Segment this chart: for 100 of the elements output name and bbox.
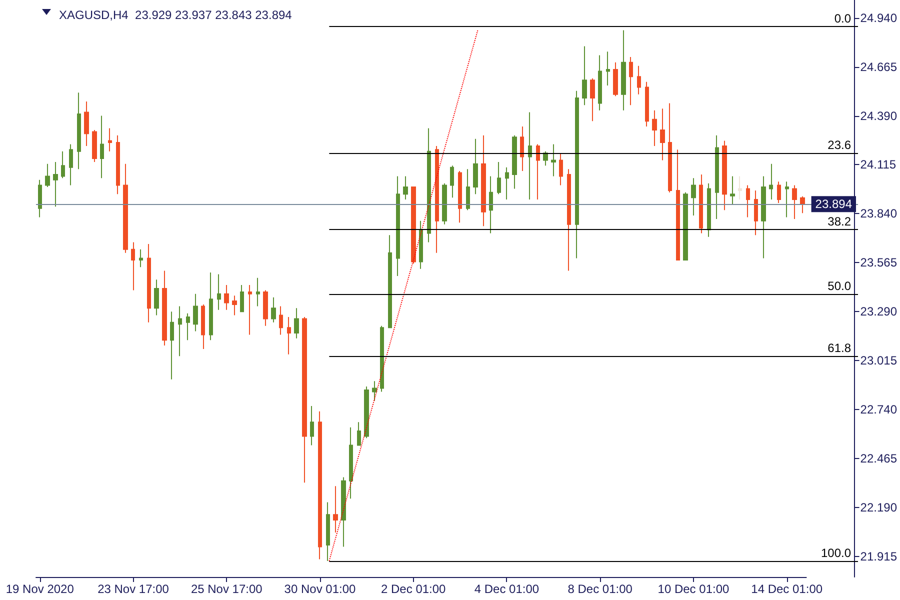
candlestick [419, 220, 423, 270]
candlestick [450, 165, 454, 198]
candlestick [139, 248, 143, 268]
candlestick [536, 144, 540, 200]
candlestick [707, 182, 711, 238]
y-tick-label: 21.915 [860, 550, 898, 564]
candlestick [629, 56, 633, 106]
x-tick-label: 23 Nov 17:00 [98, 582, 170, 596]
candlestick [108, 128, 112, 152]
y-tick-label: 24.665 [860, 60, 898, 74]
x-tick-label: 14 Dec 01:00 [751, 582, 823, 596]
candlestick [170, 311, 174, 380]
candlestick [683, 192, 688, 261]
candlestick [123, 163, 128, 254]
candlestick [473, 138, 478, 195]
candlestick [279, 306, 283, 336]
candlestick [310, 406, 314, 446]
candlestick [232, 295, 237, 316]
candlestick [61, 150, 65, 179]
candlestick [294, 308, 299, 339]
candlestick [746, 184, 750, 218]
candlestick [458, 170, 462, 224]
candlestick [637, 65, 641, 95]
annotation: 100.0 [820, 546, 852, 560]
candlestick [84, 101, 89, 147]
candlestick [45, 163, 50, 188]
candlestick [186, 312, 190, 341]
candlestick [271, 296, 276, 323]
candlestick [676, 149, 680, 261]
candlestick [318, 410, 322, 560]
candlestick [403, 176, 408, 200]
candlestick [528, 112, 532, 200]
candlestick [652, 110, 657, 147]
y-tick-label: 23.290 [860, 304, 898, 319]
y-tick-label: 22.740 [860, 402, 898, 417]
candlestick [100, 115, 104, 179]
candlestick [209, 272, 213, 341]
candlestick [442, 182, 447, 225]
candlestick [333, 486, 338, 533]
y-tick-label: 23.565 [860, 256, 898, 270]
ref-line-label: 23.894 [815, 197, 852, 212]
candlestick [364, 386, 369, 439]
x-tick-label: 2 Dec 01:00 [381, 582, 446, 596]
candlestick [77, 92, 81, 170]
candlestick [722, 140, 727, 211]
candlestick [53, 162, 58, 208]
candlestick [116, 134, 120, 195]
candlestick [435, 146, 439, 254]
candlestick [396, 176, 400, 277]
candlestick [349, 426, 353, 500]
y-tick-label: 23.840 [860, 206, 898, 221]
candlestick [481, 134, 486, 227]
candlestick [606, 51, 610, 86]
candlestick [248, 284, 252, 336]
x-tick-label: 4 Dec 01:00 [474, 582, 540, 596]
candlestick [466, 168, 470, 211]
candlestick [800, 196, 805, 214]
x-tick-label: 30 Nov 01:00 [284, 582, 356, 596]
candlestick [730, 176, 735, 206]
x-tick-label: 8 Dec 01:00 [568, 582, 633, 596]
y-tick-label: 24.940 [860, 10, 898, 25]
candlestick [131, 242, 135, 291]
candlestick [263, 290, 268, 326]
candlestick [715, 134, 719, 220]
candlestick [668, 102, 672, 193]
candlestick [567, 168, 571, 272]
candlestick [147, 243, 151, 323]
candlestick [372, 380, 377, 402]
candlestick [575, 90, 579, 259]
candlestick [217, 274, 221, 310]
y-tick-label: 22.465 [860, 452, 898, 466]
candlestick [512, 134, 517, 190]
candlestick [754, 190, 758, 236]
candlestick [178, 306, 182, 357]
annotation: 61.8 [828, 341, 852, 356]
candlestick [497, 162, 501, 195]
candlestick [256, 277, 260, 307]
annotation: 0.0 [834, 12, 852, 26]
candlestick [785, 181, 789, 218]
candlestick [38, 179, 42, 218]
candlestick [287, 316, 291, 355]
annotation: 23.6 [828, 138, 852, 152]
candlestick [691, 178, 696, 216]
candlestick [559, 152, 563, 186]
candlestick [92, 130, 97, 163]
candlestick [761, 176, 766, 259]
candlestick [769, 163, 773, 200]
candlestick [645, 81, 649, 127]
x-tick-label: 10 Dec 01:00 [658, 582, 730, 596]
candlestick [240, 284, 244, 312]
candlestick [302, 316, 307, 484]
y-tick-label: 24.390 [860, 108, 898, 123]
candlestick [357, 422, 361, 446]
candlestick [69, 144, 73, 186]
candlestick [341, 476, 346, 548]
candlestick [388, 234, 392, 328]
candlestick [427, 128, 431, 243]
candlestick [201, 304, 205, 350]
candlestick [551, 144, 556, 177]
candlestick [660, 108, 665, 161]
